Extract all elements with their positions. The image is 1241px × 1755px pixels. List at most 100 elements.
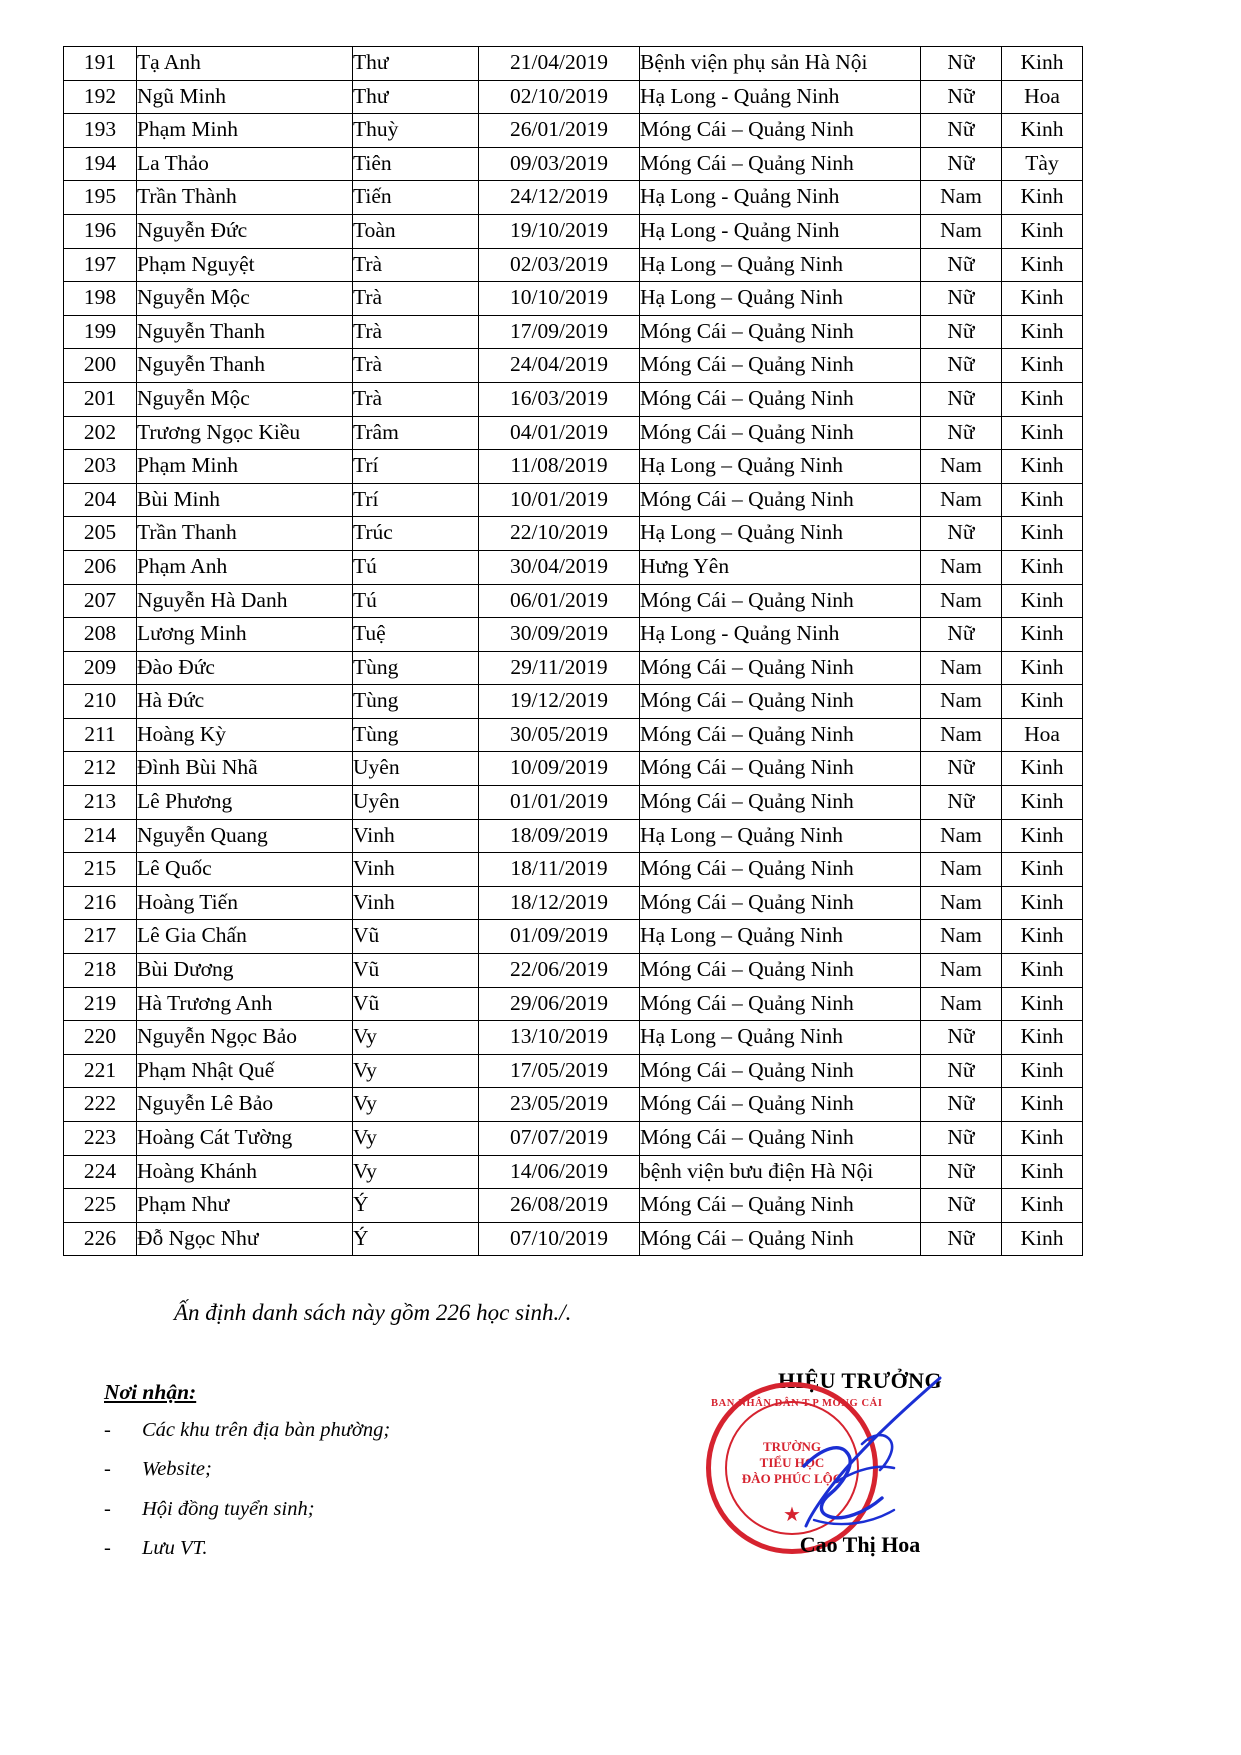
- cell-gioi-tinh: Nam: [920, 583, 1002, 619]
- cell-gioi-tinh: Nữ: [920, 785, 1002, 820]
- cell-gioi-tinh: Nữ: [920, 247, 1002, 283]
- cell-ten: Vy: [352, 1053, 479, 1089]
- cell-stt: 211: [63, 717, 137, 753]
- table-row: 217 Lê Gia Chấn Vũ 01/09/2019 Hạ Long – Quản…: [63, 919, 1083, 955]
- cell-ho-ten-dem: Nguyễn Đức: [136, 213, 353, 249]
- cell-noi-sinh: Móng Cái – Quảng Ninh: [639, 1053, 921, 1089]
- cell-gioi-tinh: Nam: [920, 986, 1002, 1022]
- cell-ten: Vũ: [352, 986, 479, 1022]
- cell-gioi-tinh: Nữ: [920, 146, 1002, 182]
- table-row: 225 Phạm Như Ý 26/08/2019 Móng Cái – Quảng N…: [63, 1188, 1083, 1223]
- cell-ten: Ý: [352, 1188, 479, 1223]
- cell-ngay-sinh: 29/11/2019: [478, 650, 640, 686]
- cell-ten: Vy: [352, 1087, 479, 1122]
- cell-stt: 224: [63, 1154, 137, 1190]
- cell-ten: Trí: [352, 449, 479, 484]
- cell-noi-sinh: Móng Cái – Quảng Ninh: [639, 348, 921, 383]
- cell-gioi-tinh: Nam: [920, 213, 1002, 249]
- cell-stt: 212: [63, 751, 137, 787]
- table-row: 218 Bùi Dương Vũ 22/06/2019 Móng Cái – Quảng…: [63, 953, 1083, 988]
- cell-dan-toc: Kinh: [1001, 617, 1083, 652]
- table-row: 212 Đình Bùi Nhã Uyên 10/09/2019 Móng Cái – …: [63, 751, 1083, 787]
- cell-stt: 214: [63, 818, 137, 854]
- stamp-star-icon: ★: [783, 1504, 801, 1526]
- cell-stt: 203: [63, 449, 137, 484]
- cell-dan-toc: Hoa: [1001, 79, 1083, 115]
- cell-ho-ten-dem: Nguyễn Lê Bảo: [136, 1087, 353, 1122]
- table-row: 191 Tạ Anh Thư 21/04/2019 Bệnh viện phụ sản …: [63, 46, 1083, 81]
- bullet-dash-icon: -: [104, 1497, 111, 1520]
- cell-ngay-sinh: 18/12/2019: [478, 885, 640, 921]
- cell-ngay-sinh: 17/05/2019: [478, 1053, 640, 1089]
- cell-ho-ten-dem: Ngũ Minh: [136, 79, 353, 115]
- cell-ten: Tùng: [352, 650, 479, 686]
- cell-dan-toc: Kinh: [1001, 785, 1083, 820]
- cell-ho-ten-dem: Đỗ Ngọc Như: [136, 1221, 353, 1257]
- table-row: 222 Nguyễn Lê Bảo Vy 23/05/2019 Móng Cái – Q…: [63, 1087, 1083, 1122]
- cell-dan-toc: Kinh: [1001, 1087, 1083, 1122]
- cell-ho-ten-dem: Nguyễn Ngọc Bảo: [136, 1020, 353, 1055]
- cell-gioi-tinh: Nữ: [920, 1020, 1002, 1055]
- cell-ngay-sinh: 19/12/2019: [478, 684, 640, 719]
- cell-ten: Tiên: [352, 146, 479, 182]
- cell-ngay-sinh: 29/06/2019: [478, 986, 640, 1022]
- table-row: 196 Nguyễn Đức Toàn 19/10/2019 Hạ Long - Quả…: [63, 213, 1083, 249]
- recipient-item: - Website;: [104, 1450, 574, 1489]
- cell-ngay-sinh: 30/04/2019: [478, 549, 640, 585]
- cell-noi-sinh: Móng Cái – Quảng Ninh: [639, 146, 921, 182]
- cell-ngay-sinh: 30/09/2019: [478, 617, 640, 652]
- cell-ngay-sinh: 18/11/2019: [478, 852, 640, 887]
- cell-ten: Thuỳ: [352, 113, 479, 148]
- table-row: 197 Phạm Nguyệt Trà 02/03/2019 Hạ Long – Quả…: [63, 247, 1083, 283]
- cell-ho-ten-dem: Nguyễn Hà Danh: [136, 583, 353, 619]
- cell-ho-ten-dem: Phạm Nguyệt: [136, 247, 353, 283]
- cell-ngay-sinh: 10/01/2019: [478, 482, 640, 518]
- cell-gioi-tinh: Nam: [920, 684, 1002, 719]
- cell-noi-sinh: Móng Cái – Quảng Ninh: [639, 113, 921, 148]
- cell-stt: 213: [63, 785, 137, 820]
- recipient-item: - Lưu VT.: [104, 1529, 574, 1568]
- recipients-title: Nơi nhận:: [104, 1380, 197, 1404]
- cell-dan-toc: Kinh: [1001, 516, 1083, 551]
- cell-stt: 196: [63, 213, 137, 249]
- cell-gioi-tinh: Nam: [920, 852, 1002, 887]
- cell-dan-toc: Kinh: [1001, 919, 1083, 955]
- table-row: 200 Nguyễn Thanh Trà 24/04/2019 Móng Cái – Q…: [63, 348, 1083, 383]
- cell-ngay-sinh: 14/06/2019: [478, 1154, 640, 1190]
- table-row: 199 Nguyễn Thanh Trà 17/09/2019 Móng Cái – Q…: [63, 314, 1083, 350]
- table-row: 220 Nguyễn Ngọc Bảo Vy 13/10/2019 Hạ Long – …: [63, 1020, 1083, 1055]
- cell-noi-sinh: Bệnh viện phụ sản Hà Nội: [639, 46, 921, 81]
- cell-ten: Vinh: [352, 818, 479, 854]
- cell-stt: 222: [63, 1087, 137, 1122]
- table-row: 203 Phạm Minh Trí 11/08/2019 Hạ Long – Quảng…: [63, 449, 1083, 484]
- official-red-stamp: BAN NHÂN DÂN T.P MÓNG CÁI TRƯỜNG TIỂU HỌ…: [706, 1382, 882, 1554]
- cell-dan-toc: Kinh: [1001, 986, 1083, 1022]
- cell-stt: 194: [63, 146, 137, 182]
- cell-noi-sinh: Hạ Long - Quảng Ninh: [639, 79, 921, 115]
- cell-ho-ten-dem: Lương Minh: [136, 617, 353, 652]
- cell-gioi-tinh: Nữ: [920, 617, 1002, 652]
- cell-stt: 199: [63, 314, 137, 350]
- cell-ngay-sinh: 30/05/2019: [478, 717, 640, 753]
- cell-ten: Vinh: [352, 885, 479, 921]
- cell-ngay-sinh: 21/04/2019: [478, 46, 640, 81]
- cell-ngay-sinh: 26/01/2019: [478, 113, 640, 148]
- cell-ngay-sinh: 01/01/2019: [478, 785, 640, 820]
- cell-stt: 200: [63, 348, 137, 383]
- cell-gioi-tinh: Nữ: [920, 79, 1002, 115]
- cell-stt: 205: [63, 516, 137, 551]
- cell-ten: Tùng: [352, 684, 479, 719]
- cell-ten: Trà: [352, 314, 479, 350]
- cell-dan-toc: Kinh: [1001, 46, 1083, 81]
- cell-noi-sinh: Móng Cái – Quảng Ninh: [639, 415, 921, 451]
- cell-noi-sinh: Móng Cái – Quảng Ninh: [639, 986, 921, 1022]
- cell-ten: Trà: [352, 247, 479, 283]
- cell-ten: Trúc: [352, 516, 479, 551]
- cell-ten: Trà: [352, 281, 479, 316]
- student-roster-table: 191 Tạ Anh Thư 21/04/2019 Bệnh viện phụ sản …: [63, 46, 1083, 1257]
- cell-ho-ten-dem: Nguyễn Mộc: [136, 381, 353, 417]
- cell-ngay-sinh: 10/09/2019: [478, 751, 640, 787]
- cell-gioi-tinh: Nữ: [920, 1154, 1002, 1190]
- recipient-item: - Hội đồng tuyển sinh;: [104, 1490, 574, 1529]
- table-row: 226 Đỗ Ngọc Như Ý 07/10/2019 Móng Cái – Quản…: [63, 1221, 1083, 1257]
